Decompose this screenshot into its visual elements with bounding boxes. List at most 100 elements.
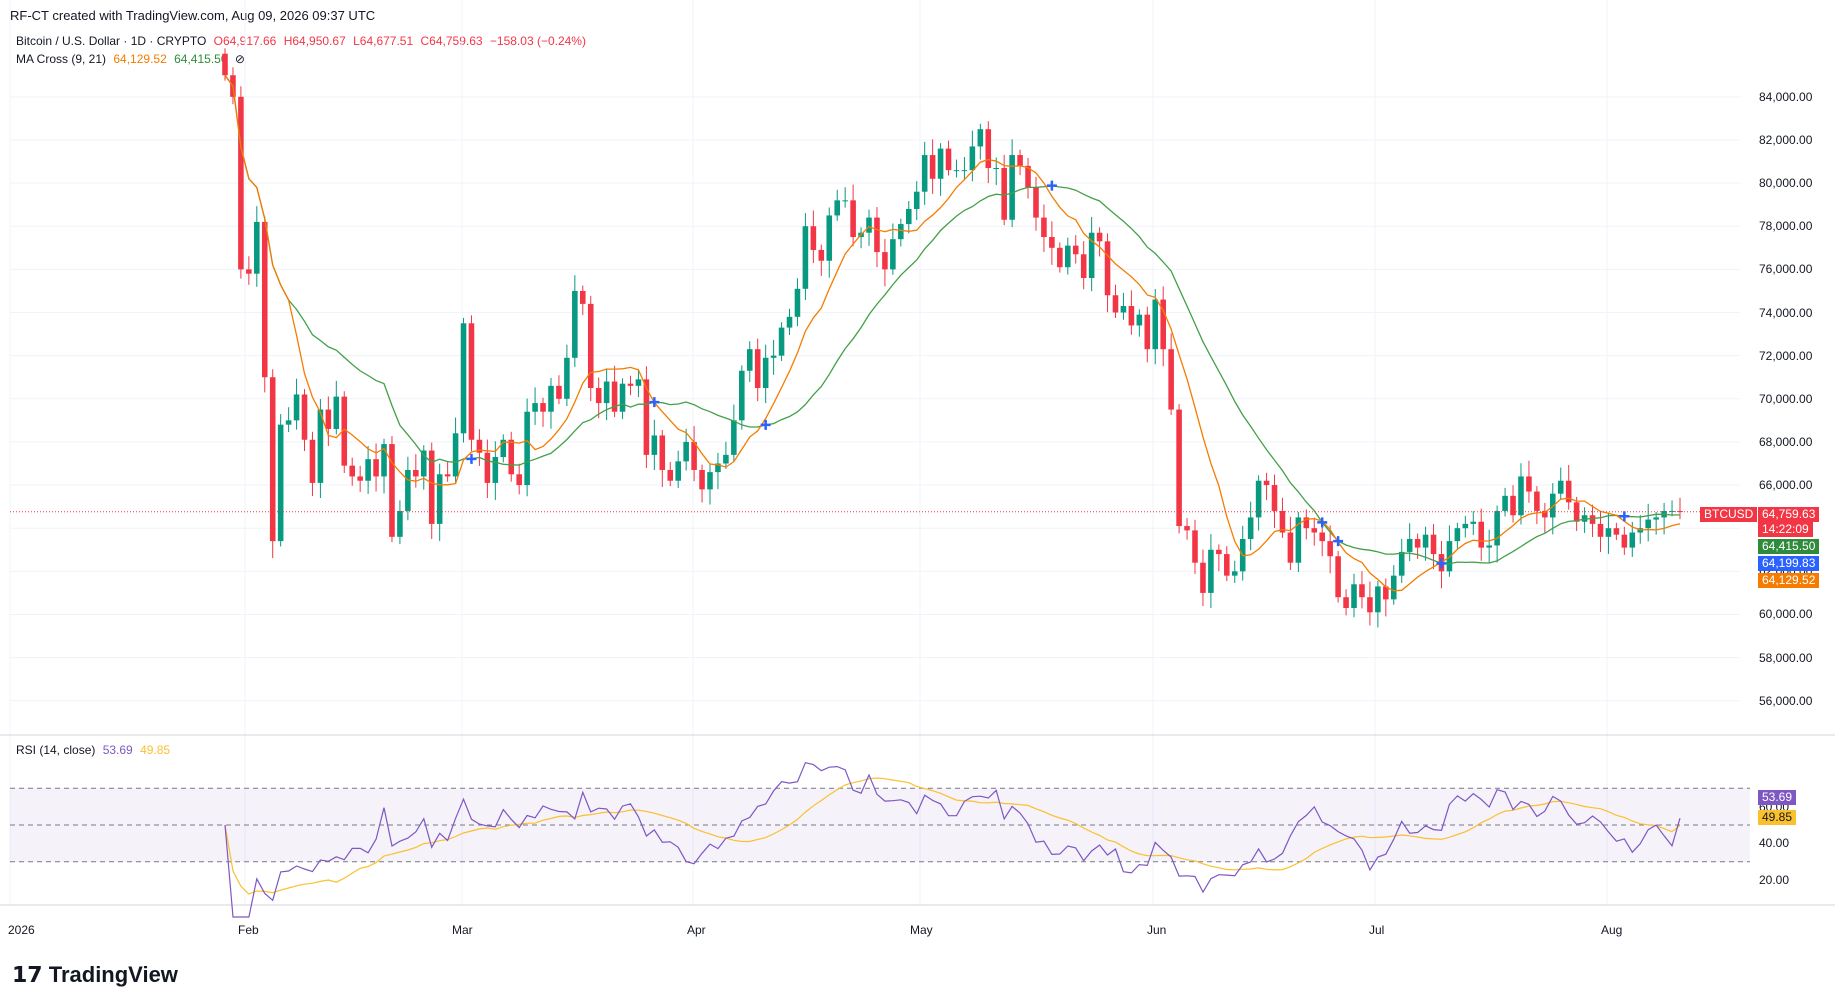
- price-tick-label: 78,000.00: [1759, 219, 1813, 234]
- candle: [913, 191, 920, 209]
- candle: [1645, 519, 1651, 529]
- candle: [1025, 165, 1031, 188]
- candle: [341, 396, 348, 466]
- candle: [929, 155, 936, 179]
- candle: [1589, 515, 1596, 524]
- candle: [985, 129, 992, 168]
- candle: [739, 370, 745, 421]
- time-tick-label: 2026: [8, 923, 35, 937]
- candle: [452, 433, 459, 477]
- candle: [1009, 155, 1015, 220]
- candle: [866, 217, 872, 233]
- candle: [1446, 541, 1453, 572]
- candle: [1247, 517, 1254, 539]
- candle: [389, 444, 395, 537]
- candle: [1335, 556, 1341, 598]
- price-tick-label: 84,000.00: [1759, 89, 1813, 104]
- candle: [1216, 549, 1222, 555]
- candle: [1088, 232, 1095, 278]
- candle: [373, 459, 379, 477]
- time-tick-label: Apr: [687, 923, 706, 937]
- candle: [1311, 528, 1318, 533]
- candle: [778, 327, 785, 356]
- candle: [635, 379, 642, 386]
- candle: [1486, 545, 1492, 548]
- candle: [1144, 314, 1151, 350]
- candle: [810, 226, 817, 250]
- ma-fast-line: [224, 74, 1681, 592]
- ma-indicator-name[interactable]: MA Cross (9, 21): [16, 52, 107, 66]
- candle: [898, 224, 904, 240]
- symbol-name[interactable]: Bitcoin / U.S. Dollar · 1D · CRYPTO: [16, 34, 207, 48]
- candle: [1128, 306, 1135, 326]
- candle: [1319, 532, 1325, 542]
- candle: [1057, 247, 1063, 268]
- candle: [1112, 295, 1119, 313]
- candle: [874, 217, 880, 253]
- candle: [476, 439, 483, 453]
- ma-slow-value: 64,415.50: [174, 52, 228, 66]
- tradingview-logo[interactable]: 𝟭𝟳 TradingView: [12, 962, 178, 988]
- candle: [1422, 534, 1429, 548]
- rsi-indicator-name[interactable]: RSI (14, close): [16, 743, 96, 757]
- symbol-tag: BTCUSD: [1700, 507, 1758, 522]
- time-tick-label: May: [910, 923, 933, 937]
- candle: [1049, 237, 1055, 248]
- candle: [770, 355, 777, 358]
- candle: [675, 461, 681, 481]
- candle: [1502, 495, 1508, 511]
- candle: [1557, 480, 1564, 494]
- candle: [1001, 168, 1007, 220]
- candle: [794, 288, 801, 317]
- candle: [293, 394, 300, 421]
- candle: [548, 385, 554, 412]
- candle: [627, 383, 634, 386]
- candle: [1096, 232, 1103, 242]
- candle: [1255, 480, 1262, 518]
- candle: [246, 269, 252, 274]
- candle: [834, 200, 840, 216]
- candle: [1462, 523, 1469, 529]
- candle: [1629, 532, 1636, 548]
- candle: [1375, 586, 1381, 613]
- candle: [277, 424, 284, 542]
- rsi-ma-tag: 49.85: [1758, 810, 1797, 825]
- candle: [572, 290, 578, 358]
- candle: [651, 435, 658, 455]
- candle: [786, 316, 793, 328]
- candle: [420, 450, 427, 477]
- prev-close-tag: 64,199.83: [1758, 556, 1820, 571]
- time-tick-label: Jun: [1147, 923, 1167, 937]
- candle: [532, 403, 538, 412]
- candle: [707, 472, 713, 490]
- candle: [444, 474, 451, 477]
- price-tick-label: 72,000.00: [1759, 348, 1813, 363]
- candle: [802, 226, 809, 289]
- ohlc-low: L64,677.51: [353, 34, 414, 48]
- logo-text: TradingView: [48, 962, 178, 987]
- candle: [357, 476, 363, 481]
- candle: [238, 96, 244, 270]
- price-change: −158.03 (−0.24%): [489, 34, 586, 48]
- candle: [1136, 314, 1143, 326]
- data-window-icon[interactable]: ⊘: [234, 52, 245, 66]
- candle: [1597, 523, 1604, 537]
- candle: [1303, 517, 1310, 529]
- candle: [890, 239, 896, 270]
- candle: [1454, 528, 1461, 542]
- candle: [1359, 584, 1365, 598]
- time-tick-label: Feb: [238, 923, 259, 937]
- candle: [556, 385, 562, 399]
- candle: [508, 439, 515, 475]
- candle: [1176, 409, 1182, 527]
- price-tick-label: 68,000.00: [1759, 434, 1813, 449]
- candle: [1621, 534, 1628, 548]
- candle: [1510, 495, 1516, 516]
- candle: [405, 469, 411, 511]
- candle: [500, 439, 507, 458]
- ma-cross-marker: [649, 397, 660, 408]
- candle: [961, 170, 968, 172]
- candle: [762, 357, 769, 388]
- candle: [611, 381, 618, 412]
